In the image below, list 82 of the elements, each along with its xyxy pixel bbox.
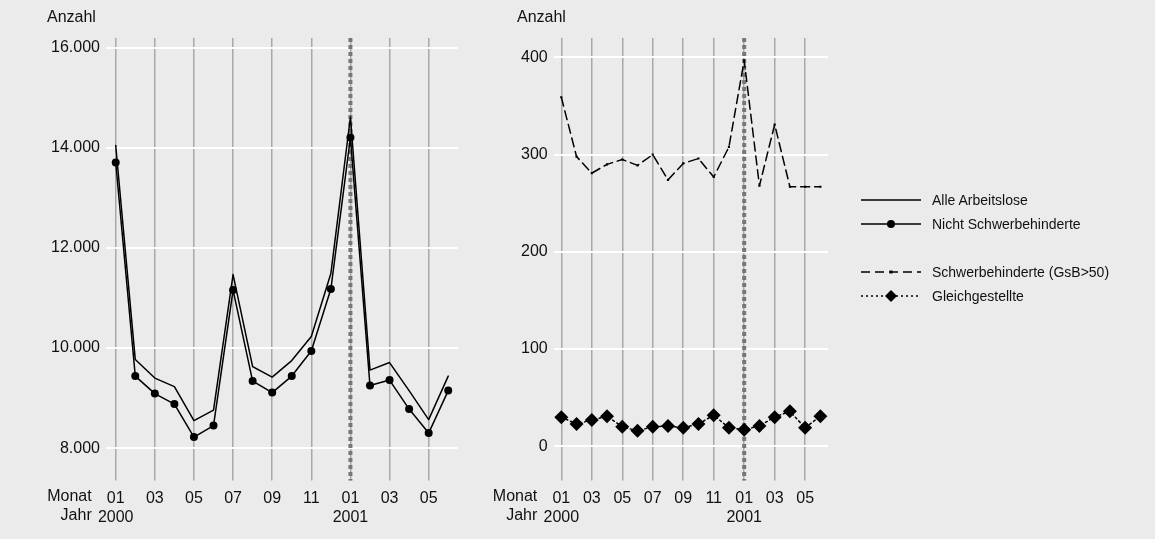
point — [712, 175, 715, 179]
x-tick-label: 09 — [263, 488, 282, 506]
point — [170, 400, 179, 409]
point — [721, 420, 736, 435]
y-tick-label: 12.000 — [51, 238, 101, 256]
x-tick-label: 03 — [582, 488, 601, 506]
point — [782, 404, 797, 419]
x-tick-label: 03 — [765, 488, 784, 506]
point — [798, 420, 813, 435]
point — [424, 429, 433, 438]
point — [365, 381, 374, 390]
x-tick-label: 07 — [643, 488, 662, 506]
point — [636, 164, 639, 167]
x-tick-label: 05 — [613, 488, 632, 506]
text: Gleichgestellte — [932, 288, 1024, 304]
y-axis-title: Anzahl — [47, 8, 96, 25]
point — [676, 420, 691, 435]
point — [248, 377, 257, 386]
x-axis-title: Monat Jahr — [492, 487, 538, 524]
point — [600, 409, 615, 424]
point — [660, 418, 675, 433]
text: Schwerbehinderte (GsB>50) — [932, 264, 1110, 280]
point — [813, 409, 828, 424]
point — [645, 419, 660, 434]
point — [405, 405, 414, 414]
point — [691, 416, 706, 431]
point — [706, 408, 721, 423]
point — [621, 158, 624, 161]
point — [615, 419, 630, 434]
y-tick-label: 10.000 — [51, 338, 101, 356]
point — [804, 185, 807, 188]
point — [773, 123, 776, 126]
y-tick-label: 300 — [520, 145, 548, 163]
x-tick-label: 05 — [185, 488, 203, 506]
x-tick-label: 01 2000 — [97, 488, 134, 525]
point — [630, 423, 645, 438]
x-tick-label: 05 — [419, 488, 438, 506]
point — [575, 155, 578, 158]
point — [651, 153, 654, 156]
x-tick-label: 01 2001 — [726, 488, 763, 525]
point — [150, 389, 159, 398]
point — [209, 421, 218, 430]
y-tick-label: 100 — [520, 339, 548, 357]
point — [569, 416, 584, 431]
point — [385, 376, 394, 385]
x-axis-title: Monat Jahr — [47, 487, 93, 524]
x-tick-label: 09 — [674, 488, 693, 506]
point — [767, 410, 782, 425]
y-tick-label: 200 — [520, 242, 548, 260]
x-tick-label: 01 2001 — [332, 488, 369, 525]
point — [131, 372, 140, 381]
point — [287, 372, 296, 381]
x-tick-label: 07 — [224, 488, 243, 506]
point — [307, 347, 316, 356]
line-series — [560, 59, 822, 188]
point — [737, 422, 752, 437]
y-tick-label: 16.000 — [51, 38, 101, 56]
y-tick-label: 400 — [520, 47, 548, 65]
point — [326, 285, 335, 294]
point — [268, 388, 277, 397]
point — [444, 386, 453, 395]
point — [752, 418, 767, 433]
point — [605, 163, 609, 166]
point — [590, 172, 593, 175]
point — [758, 184, 761, 187]
x-tick-label: 05 — [796, 488, 815, 506]
y-tick-label: 14.000 — [51, 138, 101, 156]
y-tick-label: 8.000 — [59, 438, 101, 456]
point — [819, 185, 822, 188]
x-tick-label: 01 2000 — [543, 488, 580, 525]
legend-label: Alle Arbeitslose — [932, 192, 1028, 208]
x-tick-label: 11 — [705, 488, 723, 506]
y-tick-label: 0 — [538, 436, 548, 454]
point — [554, 410, 569, 425]
x-tick-label: 03 — [145, 488, 164, 506]
point — [189, 433, 198, 442]
y-axis-title: Anzahl — [517, 8, 566, 25]
point — [584, 413, 599, 428]
x-tick-label: 11 — [303, 488, 320, 506]
legend-label: Nicht Schwerbehinderte — [932, 216, 1081, 232]
x-tick-label: 03 — [380, 488, 399, 506]
point — [697, 157, 700, 160]
